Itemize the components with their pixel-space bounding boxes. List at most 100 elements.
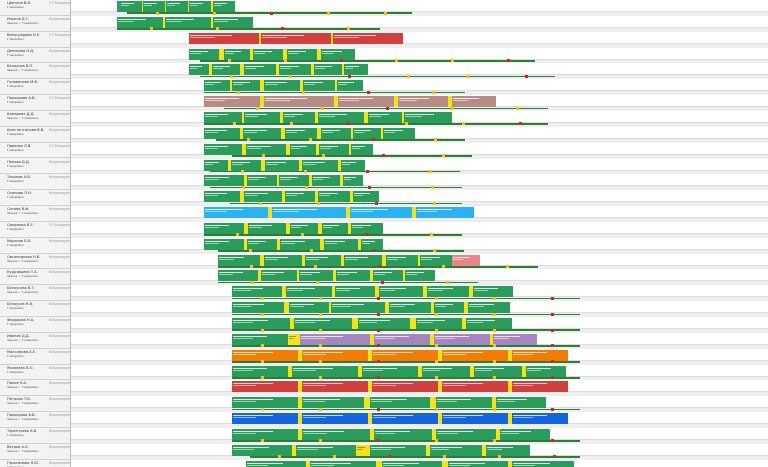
shift-segment[interactable] bbox=[165, 16, 211, 28]
shift-segment[interactable] bbox=[204, 111, 242, 123]
break-segment[interactable] bbox=[370, 333, 374, 345]
break-segment[interactable] bbox=[244, 222, 248, 234]
shift-bar[interactable] bbox=[232, 413, 568, 425]
shift-segment[interactable] bbox=[372, 381, 438, 393]
break-segment[interactable] bbox=[286, 222, 290, 234]
employee-name[interactable]: Денисова Н.Д. bbox=[7, 48, 35, 53]
shift-segment[interactable] bbox=[350, 207, 412, 219]
break-segment[interactable] bbox=[277, 175, 279, 187]
shift-segment[interactable] bbox=[374, 333, 430, 345]
shift-segment[interactable] bbox=[382, 460, 442, 467]
employee-name[interactable]: Максимова А.Е. bbox=[7, 349, 37, 354]
break-segment[interactable] bbox=[334, 96, 338, 108]
break-segment[interactable] bbox=[260, 80, 264, 92]
break-segment[interactable] bbox=[280, 111, 283, 123]
employee-name[interactable]: Ильина В.Г. bbox=[7, 16, 30, 21]
shift-segment[interactable] bbox=[204, 159, 228, 171]
break-segment[interactable] bbox=[423, 286, 427, 298]
shift-segment[interactable] bbox=[166, 1, 188, 12]
break-segment[interactable] bbox=[298, 413, 302, 425]
employee-row[interactable]: Ильина В.Г. Владимиров Звание ✓ Т.Аварийно bbox=[0, 16, 70, 32]
break-segment[interactable] bbox=[302, 254, 305, 266]
break-segment[interactable] bbox=[352, 318, 358, 329]
break-segment[interactable] bbox=[299, 159, 302, 171]
break-segment[interactable] bbox=[469, 286, 473, 298]
break-segment[interactable] bbox=[188, 1, 189, 12]
shift-segment[interactable] bbox=[404, 111, 452, 123]
shift-segment[interactable] bbox=[344, 64, 368, 76]
break-segment[interactable] bbox=[260, 96, 264, 108]
employee-name[interactable]: Виноградова Н.Е. bbox=[7, 32, 41, 37]
break-segment[interactable] bbox=[358, 365, 362, 377]
shift-segment[interactable] bbox=[189, 48, 219, 60]
break-segment[interactable] bbox=[315, 191, 318, 203]
shift-segment[interactable] bbox=[473, 286, 513, 298]
employee-row[interactable]: Овсянникова Н.В. Владимиров Звание ✓ Т.Ава… bbox=[0, 254, 70, 270]
shift-bar[interactable] bbox=[189, 64, 368, 76]
shift-segment[interactable] bbox=[264, 80, 300, 92]
shift-segment[interactable] bbox=[448, 460, 508, 467]
shift-segment[interactable] bbox=[422, 365, 470, 377]
shift-bar[interactable] bbox=[204, 238, 383, 250]
shift-segment[interactable] bbox=[486, 444, 530, 456]
shift-segment[interactable] bbox=[466, 318, 512, 329]
break-segment[interactable] bbox=[364, 397, 370, 409]
shift-bar[interactable] bbox=[204, 96, 496, 108]
break-segment[interactable] bbox=[317, 48, 321, 60]
shift-segment[interactable] bbox=[117, 1, 120, 12]
shift-segment[interactable] bbox=[351, 222, 383, 234]
shift-segment[interactable] bbox=[344, 254, 382, 266]
shift-segment[interactable] bbox=[204, 127, 240, 139]
break-segment[interactable] bbox=[340, 175, 343, 187]
shift-segment[interactable] bbox=[335, 286, 375, 298]
break-segment[interactable] bbox=[418, 365, 422, 377]
break-segment[interactable] bbox=[402, 111, 404, 123]
break-segment[interactable] bbox=[240, 127, 243, 139]
employee-row[interactable]: Кудрявцева Т.А. Владимиров Звание ✓ Т.Авар… bbox=[0, 269, 70, 286]
break-segment[interactable] bbox=[211, 16, 213, 28]
break-segment[interactable] bbox=[240, 191, 244, 203]
break-segment[interactable] bbox=[142, 1, 143, 12]
shift-segment[interactable] bbox=[436, 397, 492, 409]
shift-segment[interactable] bbox=[442, 381, 508, 393]
shift-segment[interactable] bbox=[189, 32, 259, 44]
shift-segment[interactable] bbox=[468, 302, 510, 314]
break-segment[interactable] bbox=[219, 48, 224, 60]
break-segment[interactable] bbox=[242, 143, 246, 155]
shift-segment[interactable] bbox=[246, 143, 286, 155]
shift-segment[interactable] bbox=[434, 333, 490, 345]
shift-segment[interactable] bbox=[283, 111, 315, 123]
break-segment[interactable] bbox=[244, 238, 247, 250]
break-segment[interactable] bbox=[335, 80, 337, 92]
shift-segment[interactable] bbox=[285, 191, 315, 203]
employee-name[interactable]: Петрова Т.В. bbox=[7, 397, 31, 402]
shift-bar[interactable] bbox=[204, 191, 379, 203]
shift-segment[interactable] bbox=[232, 302, 284, 314]
break-segment[interactable] bbox=[492, 397, 496, 409]
shift-segment[interactable] bbox=[261, 32, 331, 44]
break-segment[interactable] bbox=[403, 270, 405, 282]
break-segment[interactable] bbox=[244, 175, 247, 187]
employee-name[interactable]: Яковлева В.О. bbox=[7, 365, 34, 370]
shift-segment[interactable] bbox=[231, 159, 261, 171]
shift-segment[interactable] bbox=[232, 80, 260, 92]
shift-segment[interactable] bbox=[286, 286, 332, 298]
shift-segment[interactable] bbox=[247, 238, 277, 250]
break-segment[interactable] bbox=[382, 254, 386, 266]
employee-row[interactable]: Комарова Д.Д. Владимиров Звание ✓ Т.Аварий… bbox=[0, 111, 70, 127]
shift-segment[interactable] bbox=[213, 16, 253, 28]
break-segment[interactable] bbox=[290, 318, 294, 329]
break-segment[interactable] bbox=[292, 444, 296, 456]
employee-name[interactable]: Ветров А.А. bbox=[7, 444, 29, 449]
break-segment[interactable] bbox=[358, 238, 361, 250]
break-segment[interactable] bbox=[438, 349, 442, 361]
shift-segment[interactable] bbox=[296, 444, 356, 456]
shift-segment[interactable] bbox=[319, 143, 349, 155]
shift-bar[interactable] bbox=[232, 381, 568, 393]
break-segment[interactable] bbox=[351, 127, 353, 139]
shift-segment[interactable] bbox=[272, 207, 346, 219]
break-segment[interactable] bbox=[338, 159, 341, 171]
shift-segment[interactable] bbox=[526, 365, 566, 377]
shift-segment[interactable] bbox=[204, 143, 242, 155]
shift-segment[interactable] bbox=[292, 365, 358, 377]
